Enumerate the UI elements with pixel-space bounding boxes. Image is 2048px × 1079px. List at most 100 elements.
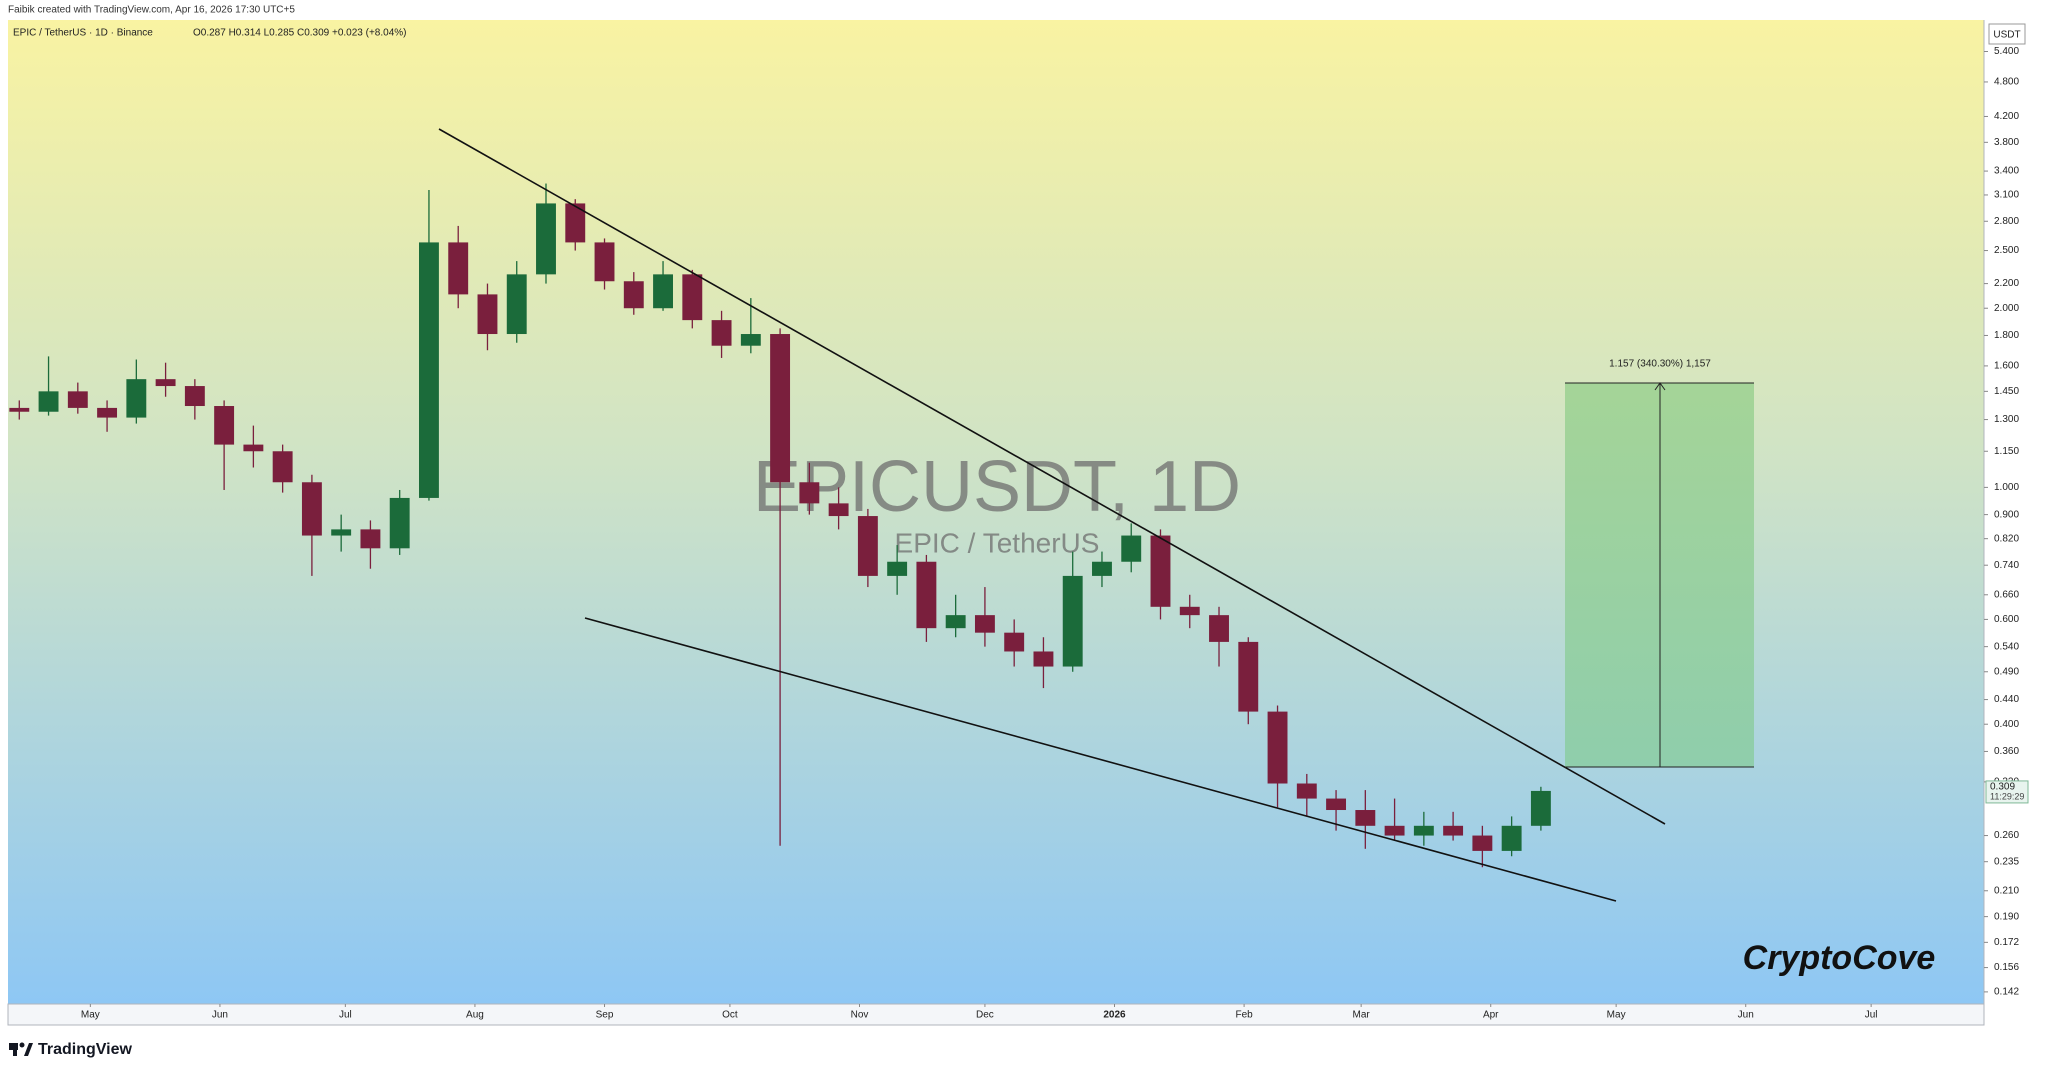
- candle-body: [536, 203, 556, 275]
- candle-body: [67, 391, 88, 408]
- candle-body: [155, 379, 176, 387]
- y-tick-label: 2.800: [1994, 216, 2019, 227]
- x-tick-label: May: [81, 1010, 100, 1021]
- price-label: 0.309: [1990, 782, 2015, 793]
- y-tick-label: 0.900: [1994, 509, 2019, 520]
- logo-mark: [19, 1042, 25, 1048]
- candle-body: [9, 407, 30, 412]
- candle-body: [477, 294, 498, 335]
- y-tick-label: 0.172: [1994, 937, 2019, 948]
- y-tick-label: 0.440: [1994, 694, 2019, 705]
- candle-body: [887, 561, 908, 576]
- x-tick-label: Apr: [1483, 1010, 1499, 1021]
- y-tick-label: 4.200: [1994, 111, 2019, 122]
- price-label-box: [1985, 780, 2029, 804]
- candle-body: [389, 497, 410, 549]
- candle-body: [1209, 615, 1229, 642]
- legend-ohlc: O0.287 H0.314 L0.285 C0.309 +0.023 (+8.0…: [193, 28, 407, 39]
- y-tick-label: 3.800: [1994, 137, 2019, 148]
- y-tick-label: 1.000: [1994, 482, 2019, 493]
- x-tick-label: Sep: [596, 1010, 614, 1021]
- candle-body: [653, 274, 673, 309]
- candle-body: [184, 386, 205, 407]
- y-tick-label: 3.100: [1994, 190, 2019, 201]
- y-tick-label: 0.156: [1994, 962, 2019, 973]
- candle-body: [1413, 825, 1434, 836]
- candle-body: [38, 391, 59, 412]
- y-tick-label: 0.190: [1994, 911, 2019, 922]
- y-tick-label: 0.260: [1994, 830, 2019, 841]
- candle-body: [301, 482, 322, 536]
- y-tick-label: 0.540: [1994, 641, 2019, 652]
- x-tick-label: Jul: [339, 1010, 352, 1021]
- x-tick-label: Jun: [1738, 1010, 1754, 1021]
- y-tick-label: 4.800: [1994, 77, 2019, 88]
- brand-logo: TradingView: [9, 1041, 133, 1058]
- credit: Faibik created with TradingView.com, Apr…: [8, 5, 295, 16]
- candle-body: [711, 320, 732, 346]
- price-countdown: 11:29:29: [1990, 791, 2024, 801]
- candle-body: [272, 451, 293, 483]
- y-tick-label: 0.820: [1994, 533, 2019, 544]
- candle-body: [1267, 711, 1288, 784]
- candle-body: [1004, 632, 1025, 652]
- candle-body: [1326, 798, 1347, 811]
- candle-body: [974, 615, 995, 633]
- x-tick-label: Dec: [976, 1010, 994, 1021]
- candle-body: [799, 482, 820, 504]
- lower-trendline: [584, 617, 1617, 902]
- y-tick-label: 1.600: [1994, 361, 2019, 372]
- x-tick-label: Mar: [1353, 1010, 1371, 1021]
- watermark-title: EPICUSDT, 1D: [753, 447, 1241, 527]
- y-tick-label: 0.660: [1994, 589, 2019, 600]
- y-tick-label: 1.300: [1994, 414, 2019, 425]
- candle-body: [1179, 606, 1200, 616]
- candle-body: [97, 407, 118, 418]
- candle-body: [740, 334, 761, 346]
- candle-body: [1092, 561, 1112, 576]
- x-tick-label: Oct: [722, 1010, 738, 1021]
- y-tick-label: 2.500: [1994, 245, 2019, 256]
- candle-body: [419, 242, 439, 498]
- x-tick-label: May: [1607, 1010, 1626, 1021]
- candle-body: [1530, 790, 1551, 826]
- watermark-subtitle: EPIC / TetherUS: [895, 527, 1100, 558]
- candle-body: [682, 274, 703, 321]
- candle-body: [1501, 825, 1522, 851]
- y-tick-label: 2.000: [1994, 303, 2019, 314]
- candle-body: [565, 203, 586, 243]
- y-tick-label: 0.490: [1994, 666, 2019, 677]
- y-tick-label: 0.235: [1994, 856, 2019, 867]
- y-tick-label: 2.200: [1994, 278, 2019, 289]
- upper-trendline: [438, 128, 1666, 825]
- candle-body: [1384, 825, 1405, 836]
- candle-body: [828, 503, 849, 517]
- candle-body: [243, 444, 264, 452]
- y-tick-label: 1.450: [1994, 386, 2019, 397]
- y-tick-label: 5.400: [1994, 46, 2019, 57]
- candle-body: [331, 529, 352, 536]
- arrow-head: [1654, 382, 1666, 391]
- candle-body: [857, 516, 878, 576]
- candle-body: [448, 242, 469, 295]
- candle-body: [1296, 783, 1317, 799]
- y-tick-label: 1.800: [1994, 330, 2019, 341]
- legend-symbol: EPIC / TetherUS · 1D · Binance: [13, 28, 153, 39]
- logo-mark: [13, 1043, 17, 1056]
- candle-body: [1121, 535, 1142, 562]
- candle-body: [594, 242, 615, 282]
- x-tick-label: Feb: [1235, 1010, 1253, 1021]
- x-tick-label: Aug: [466, 1010, 484, 1021]
- candle-body: [1472, 835, 1493, 851]
- brand: TradingView: [38, 1041, 133, 1058]
- candle-body: [770, 334, 791, 483]
- candles: [9, 183, 1551, 868]
- candle-body: [1033, 651, 1054, 667]
- y-tick-label: 0.740: [1994, 560, 2019, 571]
- x-tick-label: Jun: [212, 1010, 228, 1021]
- y-tick-label: 0.360: [1994, 746, 2019, 757]
- unit-label: USDT: [1993, 30, 2020, 41]
- candle-body: [1355, 810, 1376, 826]
- candle-body: [1150, 535, 1171, 607]
